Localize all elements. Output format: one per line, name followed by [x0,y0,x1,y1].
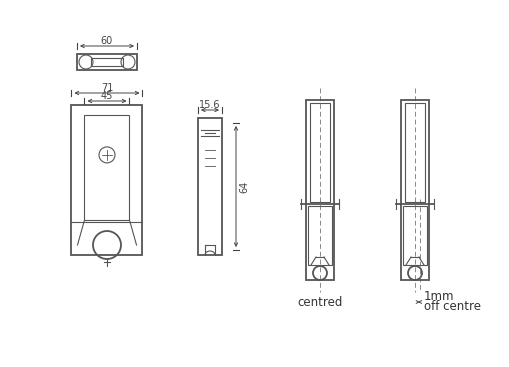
Text: 45: 45 [101,91,113,101]
Text: 15.6: 15.6 [199,100,220,110]
Bar [305,100,333,280]
Bar [77,54,137,70]
Text: off centre: off centre [423,301,480,313]
Text: centred: centred [297,295,342,309]
Bar [404,103,424,202]
Bar [307,206,331,265]
Bar [91,58,123,66]
Bar [402,206,426,265]
Bar [84,115,129,220]
Text: 60: 60 [101,36,113,46]
Bar [197,118,221,255]
Bar [400,100,428,280]
Bar [309,103,329,202]
Bar [71,105,142,255]
Text: 64: 64 [239,180,248,193]
Text: 1mm: 1mm [423,291,454,304]
Text: 71: 71 [101,83,113,93]
